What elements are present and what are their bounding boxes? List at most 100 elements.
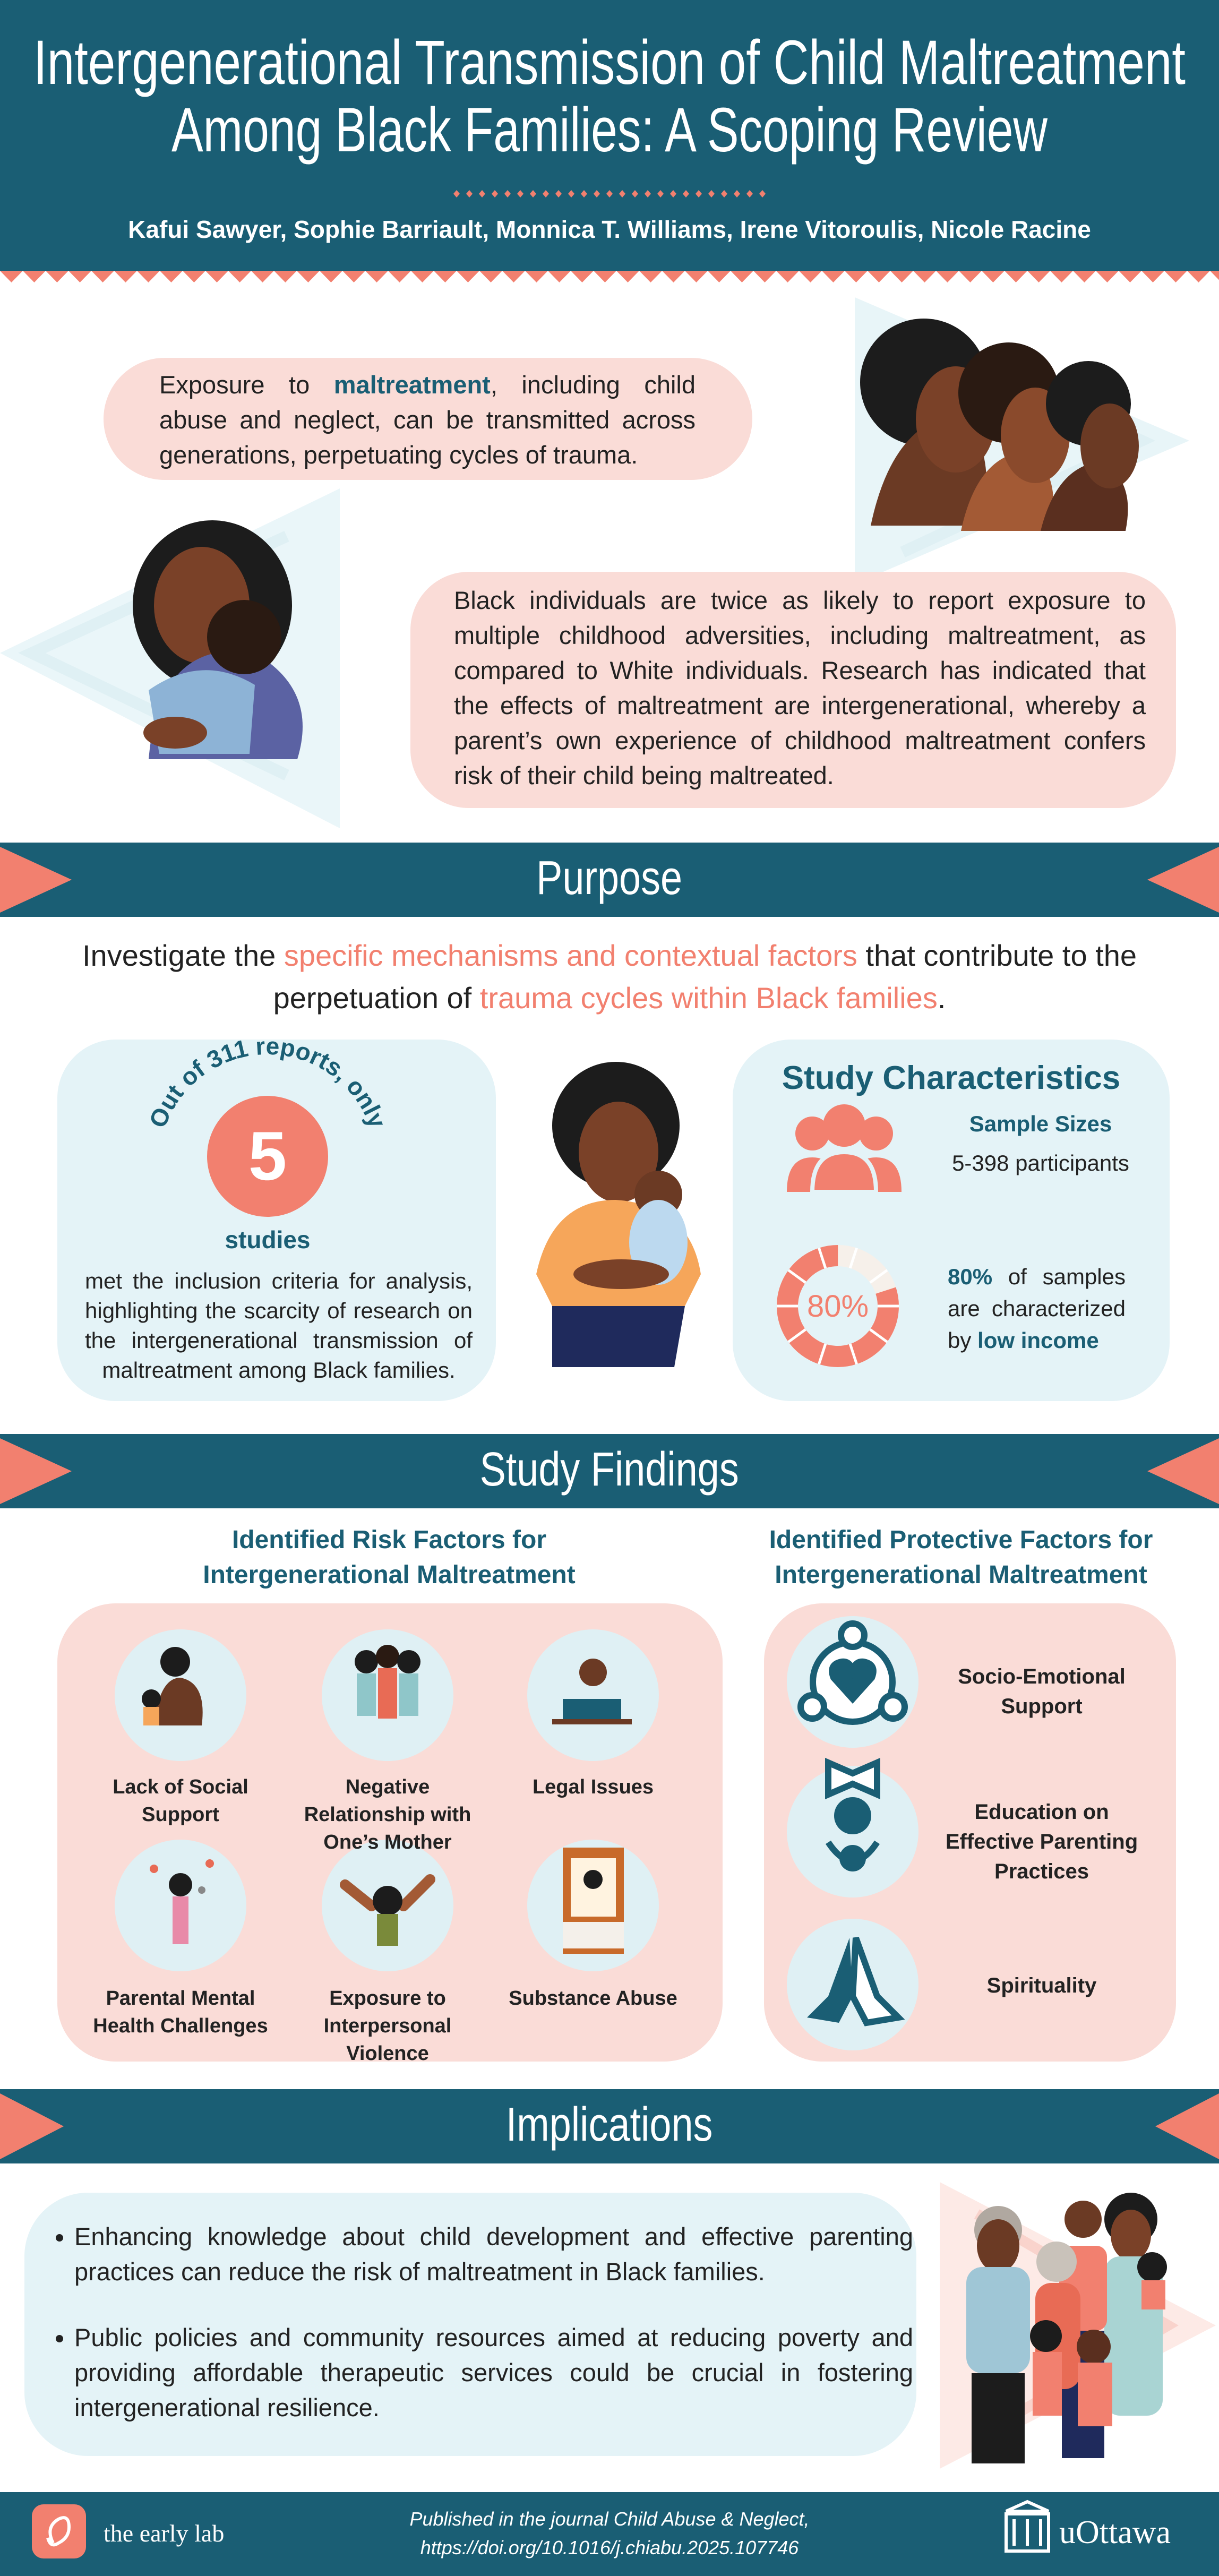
dot xyxy=(746,190,753,198)
intro-text: Black individuals are twice as likely to… xyxy=(454,586,1146,789)
lab-logo xyxy=(32,2504,86,2558)
dot xyxy=(759,190,766,198)
title-line: Intergenerational Transmission of Child … xyxy=(33,28,1186,98)
dot xyxy=(683,190,689,198)
dot xyxy=(543,190,549,198)
dot xyxy=(594,190,600,198)
risk-factor: Negative Relationship with One’s Mother xyxy=(304,1776,471,1853)
zigzag-tooth xyxy=(183,271,205,282)
zigzag-tooth xyxy=(342,271,365,282)
implications-list: Enhancing knowledge about child developm… xyxy=(50,2219,913,2425)
zigzag-tooth xyxy=(982,271,1005,282)
zigzag-tooth xyxy=(68,271,91,282)
family-illustration xyxy=(966,2193,1167,2463)
dot xyxy=(721,190,727,198)
zigzag-tooth xyxy=(91,271,114,282)
zigzag-tooth xyxy=(1096,271,1119,282)
mother-baby-illustration xyxy=(536,1062,701,1367)
sample-sizes-label: Sample Sizes xyxy=(969,1111,1112,1136)
zigzag-tooth xyxy=(799,271,822,282)
risk-icon-figures xyxy=(142,1645,632,1954)
protective-icons xyxy=(787,1616,918,2050)
count-number: 5 xyxy=(248,1117,287,1195)
zigzag-tooth xyxy=(502,271,525,282)
text: that contribute to the perpetuation of xyxy=(273,939,1137,1015)
zigzag-tooth xyxy=(297,271,320,282)
university-logo xyxy=(1005,2500,1050,2553)
dot xyxy=(479,190,485,198)
citation: Published in the journal Child Abuse & N… xyxy=(372,2505,847,2562)
zigzag-tooth xyxy=(0,271,23,282)
text: , including child abuse and neglect, can… xyxy=(159,371,696,469)
hug-illustration xyxy=(133,520,303,759)
dot xyxy=(568,190,574,198)
zigzag-tooth xyxy=(251,271,274,282)
zigzag-tooth xyxy=(890,271,913,282)
zigzag-tooth xyxy=(1187,271,1210,282)
bullet: Public policies and community resources … xyxy=(74,2320,913,2425)
dot xyxy=(696,190,702,198)
protective-title: Identified Protective Factors for Interg… xyxy=(769,1526,1153,1589)
dot xyxy=(504,190,511,198)
zigzag-border xyxy=(0,271,1219,282)
donut-divider xyxy=(869,1269,888,1284)
dot xyxy=(657,190,664,198)
donut-divider xyxy=(848,1247,858,1269)
zigzag-tooth xyxy=(411,271,434,282)
heading-text: Study Findings xyxy=(479,1443,740,1496)
risk-factor: Lack of Social Support xyxy=(113,1776,248,1826)
zigzag-tooth xyxy=(616,271,639,282)
lab-name: the early lab xyxy=(104,2520,225,2547)
donut-divider xyxy=(869,1328,888,1343)
text-bubble xyxy=(410,572,1176,808)
dot xyxy=(619,190,625,198)
zigzag-tooth xyxy=(114,271,137,282)
intro-text: Exposure to maltreatment, including chil… xyxy=(159,367,696,473)
zigzag-tooth xyxy=(936,271,959,282)
zigzag-tooth xyxy=(479,271,502,282)
highlight: low income xyxy=(977,1328,1099,1353)
highlight: trauma cycles within Black families xyxy=(479,981,938,1015)
donut-divider xyxy=(818,1247,827,1269)
dot xyxy=(492,190,498,198)
zigzag-tooth xyxy=(685,271,708,282)
zigzag-tooth xyxy=(137,271,160,282)
protective-factor: Education on Effective Parenting Practic… xyxy=(945,1800,1138,1883)
protective-factor: Spirituality xyxy=(986,1974,1097,1997)
count-label: studies xyxy=(225,1226,311,1253)
dot xyxy=(453,190,460,198)
zigzag-tooth xyxy=(320,271,342,282)
zigzag-tooth xyxy=(845,271,868,282)
donut-divider xyxy=(787,1269,806,1284)
section-heading: Implications xyxy=(0,2098,1219,2152)
risk-factor: Parental Mental Health Challenges xyxy=(93,1987,268,2037)
zigzag-tooth xyxy=(822,271,845,282)
zigzag-tooth xyxy=(457,271,479,282)
zigzag-tooth xyxy=(571,271,594,282)
zigzag-tooth xyxy=(365,271,388,282)
zigzag-tooth xyxy=(274,271,297,282)
text: of samples are characterized by xyxy=(948,1264,1126,1353)
dot xyxy=(517,190,523,198)
citation-line: https://doi.org/10.1016/j.chiabu.2025.10… xyxy=(420,2537,799,2558)
dot xyxy=(555,190,562,198)
risk-factor: Legal Issues xyxy=(532,1776,654,1798)
zigzag-tooth xyxy=(594,271,616,282)
highlight: maltreatment xyxy=(333,371,491,399)
text: Investigate the xyxy=(82,939,284,972)
zigzag-tooth xyxy=(1119,271,1141,282)
zigzag-tooth xyxy=(959,271,982,282)
lab-logo-mark xyxy=(46,2516,71,2547)
heading-text: Implications xyxy=(506,2098,713,2151)
studies-text: met the inclusion criteria for analysis,… xyxy=(85,1268,473,1383)
zigzag-tooth xyxy=(228,271,251,282)
zigzag-tooth xyxy=(1050,271,1073,282)
risk-title: Identified Risk Factors for Intergenerat… xyxy=(203,1526,576,1589)
characteristics-title: Study Characteristics xyxy=(782,1060,1121,1096)
text-bubble xyxy=(104,358,752,480)
zigzag-tooth xyxy=(388,271,411,282)
dot xyxy=(606,190,613,198)
zigzag-tooth xyxy=(868,271,890,282)
